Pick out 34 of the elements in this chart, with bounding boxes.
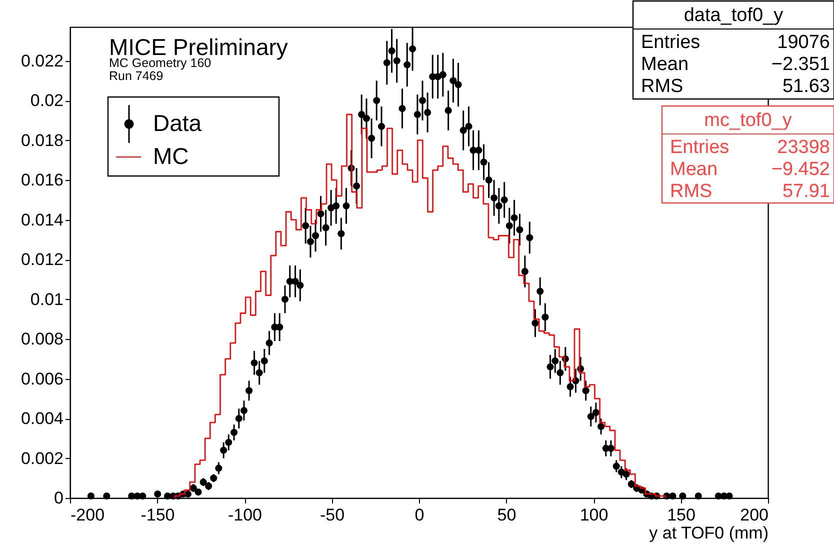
text: RMS 57.91 xyxy=(670,181,830,202)
y-tick-label: 0.016 xyxy=(20,170,64,190)
text: Mean −9.452 xyxy=(670,159,830,180)
y-tick-label: 0.014 xyxy=(20,210,64,230)
x-tick-label: -150 xyxy=(140,506,175,524)
y-tick-label: 0.018 xyxy=(20,130,64,150)
text: Mean −2.351 xyxy=(641,54,830,75)
legend-label: Data xyxy=(153,110,202,136)
x-tick-label: 0 xyxy=(414,506,424,524)
annotation: mc_tof0_y xyxy=(704,110,792,131)
x-tick-label: 200 xyxy=(740,506,768,524)
x-tick-label: 100 xyxy=(580,506,608,524)
text: RMS 51.63 xyxy=(641,76,830,97)
y-tick-label: 0.008 xyxy=(20,330,64,349)
y-tick-label: 0.004 xyxy=(20,409,64,428)
text: Entries 19076 xyxy=(641,32,830,53)
text: data_tof0_y xyxy=(684,5,784,26)
annotation: Run 7469 xyxy=(109,69,164,83)
text: Entries 23398 xyxy=(670,137,830,158)
y-tick-label: 0.01 xyxy=(30,290,64,309)
x-axis-title: y at TOF0 (mm) xyxy=(649,524,768,542)
annotation: MC Geometry 160 xyxy=(109,56,212,70)
y-tick-label: 0.012 xyxy=(20,250,64,270)
x-tick-label: 150 xyxy=(667,506,696,524)
legend-label: MC xyxy=(153,143,189,169)
y-tick-label: 0.002 xyxy=(20,448,64,468)
y-tick-label: 0.022 xyxy=(20,51,64,70)
x-tick-label: -50 xyxy=(320,506,345,524)
y-tick-label: 0.006 xyxy=(20,369,64,388)
y-tick-label: 0.02 xyxy=(30,91,64,110)
y-tick-label: 0 xyxy=(54,488,64,508)
x-tick-label: -100 xyxy=(228,506,262,524)
x-tick-label: -200 xyxy=(70,506,105,524)
x-tick-label: 50 xyxy=(497,506,516,524)
